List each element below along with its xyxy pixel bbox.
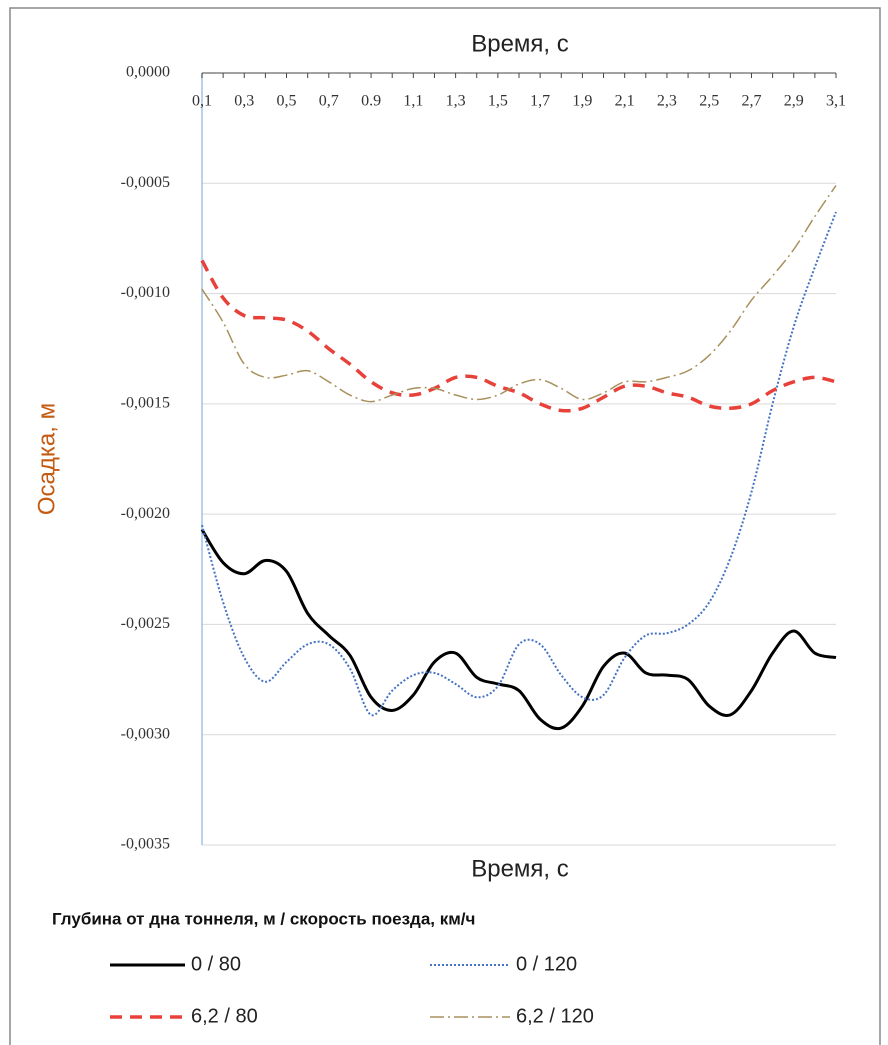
x-tick-label: 2,1 — [615, 93, 635, 110]
x-tick-label: 0,7 — [319, 93, 339, 110]
y-tick-label: -0,0035 — [121, 836, 170, 853]
y-tick-label: -0,0010 — [121, 284, 170, 301]
y-tick-label: -0,0025 — [121, 615, 170, 632]
x-tick-label: 2,9 — [784, 93, 804, 110]
x-tick-label: 2,7 — [741, 93, 761, 110]
y-tick-label: 0,0000 — [126, 64, 170, 81]
chart-title: Время, с — [471, 30, 569, 57]
x-tick-label: 0,5 — [277, 93, 297, 110]
series-line — [201, 211, 837, 717]
x-tick-label: 0,3 — [234, 93, 254, 110]
x-tick-label: 1,1 — [403, 93, 423, 110]
x-tick-label: 1,9 — [572, 93, 592, 110]
x-tick-label: 3,1 — [826, 93, 846, 110]
series-line — [200, 528, 837, 731]
x-tick-label: 2,5 — [699, 93, 719, 110]
y-tick-label: -0,0030 — [121, 725, 170, 742]
y-tick-label: -0,0020 — [121, 505, 170, 522]
frame — [9, 7, 881, 1045]
y-tick-label: -0,0005 — [121, 174, 170, 191]
x-tick-label: 0,1 — [192, 93, 212, 110]
legend-title: Глубина от дна тоннеля, м / скорость пое… — [52, 909, 475, 928]
x-tick-label: 1,7 — [530, 93, 550, 110]
x-tick-label: 1,3 — [446, 93, 466, 110]
legend-label: 0 / 80 — [191, 953, 241, 975]
legend-label: 0 / 120 — [516, 953, 577, 975]
x-tick-label: 1,5 — [488, 93, 508, 110]
legend-label: 6,2 / 80 — [191, 1005, 258, 1027]
series-line — [201, 185, 837, 403]
x-tick-label: 0.9 — [361, 93, 381, 110]
y-tick-label: -0,0015 — [121, 395, 170, 412]
legend-label: 6,2 / 120 — [516, 1005, 594, 1027]
series-line — [200, 259, 837, 413]
x-axis-label: Время, с — [471, 855, 569, 882]
y-axis-label: Осадка, м — [33, 403, 60, 515]
x-tick-label: 2,3 — [657, 93, 677, 110]
